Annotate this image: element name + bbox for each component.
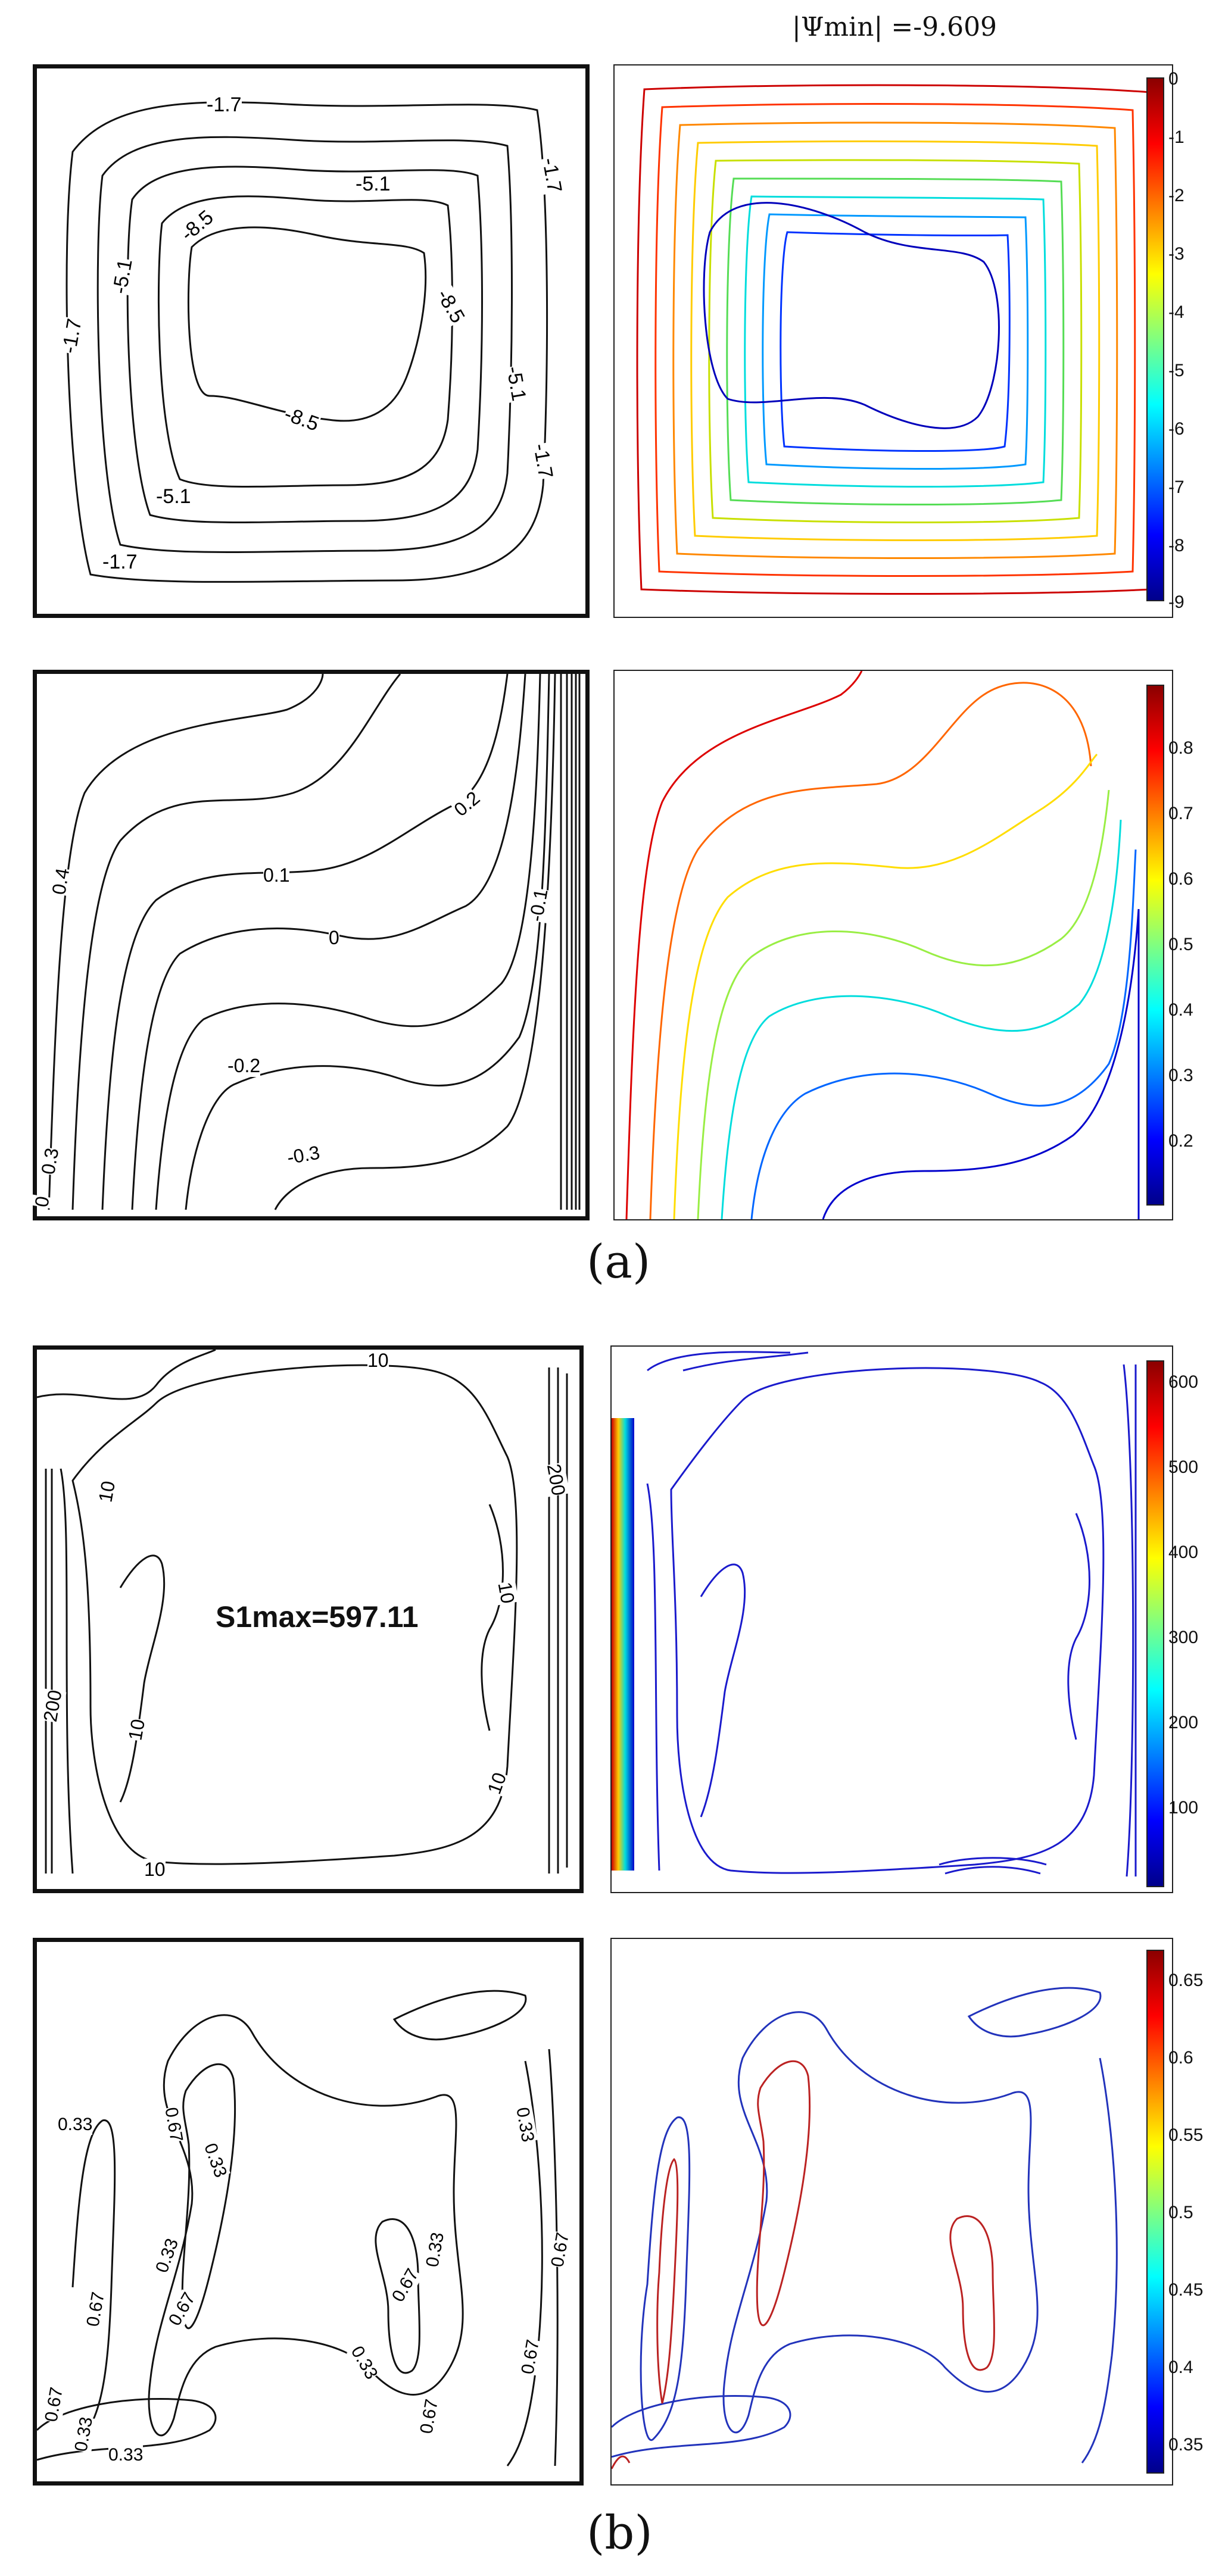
- be-colorbar-tick: 0.5: [1168, 2203, 1193, 2222]
- theta-reference-panel: 0.4 0.2 0.1 0 -0.1 -0.2 -0.3 0.3 0: [30, 670, 590, 1220]
- be-contour-label: 0.33: [58, 2115, 93, 2135]
- theta-reference-contours: [48, 674, 581, 1210]
- figure-label-a: (a): [587, 1235, 651, 1289]
- theta-colorbar-tick: 0.6: [1168, 869, 1193, 889]
- be-colorbar-tick: 0.65: [1168, 1971, 1204, 1990]
- theta-color-contours: [625, 671, 1140, 1219]
- be-colorbar-tick: 0.55: [1168, 2125, 1204, 2145]
- theta-colorbar-tick: 0.8: [1168, 738, 1193, 758]
- be-colorbar-tick: 0.4: [1168, 2358, 1193, 2377]
- s-contour-label: 10: [124, 1717, 150, 1743]
- psi-contour-label: -5.1: [356, 173, 391, 196]
- psi-colorbar-tick: -9: [1168, 592, 1184, 612]
- s-contour-label: 10: [493, 1580, 519, 1606]
- s-contour-label: 10: [367, 1350, 389, 1372]
- psi-reference-panel: -1.7 -5.1 -8.5 -8.5 -8.5 -5.1 -5.1 -1.7 …: [33, 64, 590, 618]
- be-color-contours: [612, 1987, 1118, 2469]
- s-colorbar-tick: 600: [1168, 1372, 1199, 1392]
- theta-contour-label: 0.4: [48, 866, 74, 897]
- be-colorbar-tick: 0.35: [1168, 2435, 1204, 2455]
- figure-label-b: (b): [587, 2506, 653, 2560]
- psi-colorbar-tick: 0: [1168, 69, 1179, 89]
- theta-colorbar-tick: 0.4: [1168, 1000, 1193, 1020]
- s-colorbar-tick: 300: [1168, 1628, 1199, 1647]
- theta-colorbar-tick: 0.3: [1168, 1066, 1193, 1085]
- psi-color-panel: [613, 64, 1173, 618]
- theta-color-panel: [613, 670, 1173, 1220]
- be-colorbar-tick: 0.45: [1168, 2280, 1204, 2300]
- psi-colorbar: [1146, 77, 1164, 601]
- s-colorbar-tick: 500: [1168, 1457, 1199, 1477]
- s-colorbar-tick: 200: [1168, 1713, 1199, 1732]
- theta-colorbar: [1146, 685, 1164, 1206]
- s-colorbar-tick: 100: [1168, 1798, 1199, 1818]
- s-colorbar: [1146, 1360, 1164, 1887]
- theta-contour-label: 0.1: [263, 864, 290, 886]
- be-reference-contours: [37, 1990, 559, 2466]
- psi-reference-contours: [66, 101, 548, 583]
- psi-colorbar-tick: -4: [1168, 302, 1184, 322]
- s-contour-label: 10: [94, 1479, 120, 1504]
- theta-contour-label: -0.2: [227, 1055, 261, 1077]
- s1max-label: S1max=597.11: [216, 1600, 419, 1634]
- s-colorbar-tick: 400: [1168, 1543, 1199, 1562]
- psi-min-label: |Ψmin| =-9.609: [792, 12, 997, 42]
- s-color-contours: [612, 1351, 1137, 1877]
- s-color-panel: [610, 1345, 1173, 1893]
- psi-colorbar-tick: -6: [1168, 419, 1184, 439]
- be-colorbar: [1146, 1950, 1164, 2474]
- theta-colorbar-tick: 0.7: [1168, 804, 1193, 823]
- be-contour-label: 0.33: [108, 2445, 144, 2465]
- psi-colorbar-tick: -2: [1168, 186, 1184, 205]
- psi-colorbar-tick: -1: [1168, 127, 1184, 147]
- theta-colorbar-tick: 0.5: [1168, 935, 1193, 954]
- theta-contour-label: 0.3: [37, 1146, 64, 1176]
- psi-contour-label: -5.1: [156, 485, 191, 508]
- psi-color-contours: [636, 84, 1154, 595]
- psi-colorbar-tick: -3: [1168, 244, 1184, 264]
- be-color-panel: [610, 1938, 1173, 2486]
- psi-colorbar-tick: -8: [1168, 536, 1184, 555]
- be-reference-panel: 0.33 0.67 0.33 0.33 0.33 0.67 0.67 0.33 …: [33, 1938, 584, 2486]
- s-contour-label: 10: [144, 1859, 166, 1881]
- psi-contour-label: -1.7: [207, 93, 242, 117]
- theta-contour-label: 0: [329, 927, 339, 949]
- s-reference-panel: 10 10 10 10 10 10 200 200 S1max=597.11: [33, 1345, 584, 1893]
- psi-contour-label: -1.7: [102, 551, 138, 574]
- psi-colorbar-tick: -7: [1168, 477, 1184, 497]
- theta-colorbar-tick: 0.2: [1168, 1131, 1193, 1151]
- psi-colorbar-tick: -5: [1168, 361, 1184, 380]
- be-colorbar-tick: 0.6: [1168, 2048, 1193, 2068]
